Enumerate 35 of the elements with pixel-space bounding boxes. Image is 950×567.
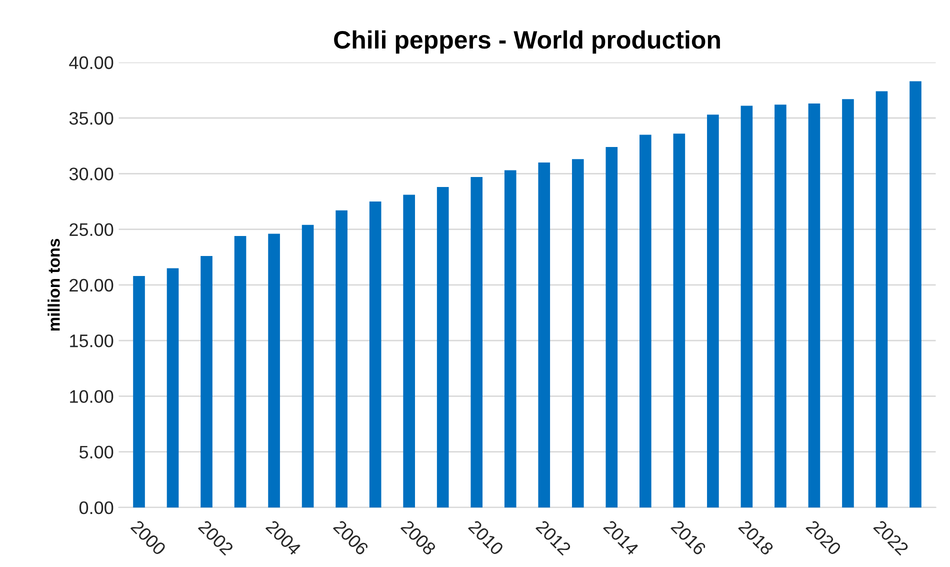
bar [673,134,686,508]
y-tick-label: 5.00 [79,446,114,459]
y-tick-label: 35.00 [69,112,114,125]
bar [707,114,719,508]
bar [740,106,753,508]
chart-title: Chili peppers - World production [334,30,720,54]
bar [606,146,618,508]
bar [302,224,314,508]
bar [774,104,786,508]
y-axis-title: million tons [48,238,60,331]
bar [640,134,652,508]
bar [910,81,922,508]
bar [436,186,449,508]
bar [369,201,382,508]
bar [403,194,415,508]
bar [166,268,179,508]
bar [234,236,246,508]
bar [572,159,584,508]
bar [268,234,280,508]
bar [808,104,820,508]
bar [470,176,483,508]
y-tick-label: 25.00 [70,223,114,236]
y-tick-label: 0.00 [79,501,114,514]
y-tick-label: 30.00 [69,168,114,180]
bar [876,91,888,508]
bar [133,276,145,508]
y-tick-label: 15.00 [70,334,114,348]
y-tick-label: 10.00 [70,390,114,403]
bar [842,99,854,508]
bar [336,210,348,508]
bar [504,170,516,508]
bar [200,256,212,508]
bar [538,162,550,508]
y-tick-label: 40.00 [69,56,114,70]
y-tick-label: 20.00 [70,278,114,292]
